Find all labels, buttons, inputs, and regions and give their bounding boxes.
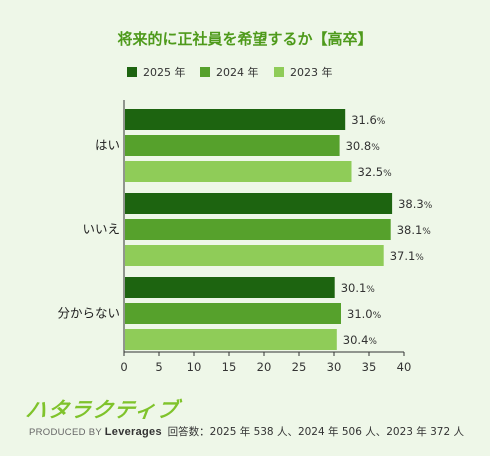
- legend-swatch: [274, 67, 284, 77]
- x-tick-label: 10: [187, 360, 202, 374]
- value-label: 30.1%: [341, 281, 376, 295]
- x-tick-label: 25: [292, 360, 307, 374]
- legend-swatch: [127, 67, 137, 77]
- value-label: 30.8%: [346, 139, 381, 153]
- legend-label: 2024 年: [216, 65, 259, 79]
- produced-by-text: PRODUCED BY: [29, 427, 102, 438]
- x-tick-label: 40: [397, 360, 412, 374]
- bar-group: [125, 109, 393, 350]
- legend: 2025 年 2024 年 2023 年: [127, 65, 333, 79]
- legend-label: 2023 年: [290, 65, 333, 79]
- legend-swatch: [200, 67, 210, 77]
- x-axis: 0 5 10 15 20 25 30 35 40: [120, 100, 411, 374]
- value-label: 38.1%: [397, 223, 432, 237]
- value-labels: 31.6% 30.8% 32.5% 38.3% 38.1% 37.1% 30.1% 31.0%…: [341, 113, 433, 347]
- value-label: 38.3%: [398, 197, 433, 211]
- category-label: 分からない: [57, 306, 120, 321]
- x-tick-label: 30: [327, 360, 342, 374]
- x-tick-label: 0: [120, 360, 127, 374]
- bar-chart: 将来的に正社員を希望するか【高卒】 2025 年 2024 年 2023 年 31.…: [57, 30, 433, 374]
- x-tick-label: 35: [362, 360, 377, 374]
- value-label: 31.0%: [347, 307, 382, 321]
- x-tick-label: 5: [155, 360, 162, 374]
- legend-label: 2025 年: [143, 65, 186, 79]
- x-tick-label: 15: [222, 360, 237, 374]
- chart-title: 将来的に正社員を希望するか【高卒】: [117, 30, 372, 48]
- bar: [125, 277, 335, 298]
- bar: [125, 135, 340, 156]
- bar: [125, 109, 346, 130]
- value-label: 30.4%: [343, 333, 378, 347]
- category-label: いいえ: [82, 222, 120, 237]
- logo-produced-by: PRODUCED BY Leverages: [29, 426, 162, 438]
- bar: [125, 303, 341, 324]
- x-tick-label: 20: [257, 360, 272, 374]
- leverages-text: Leverages: [104, 426, 162, 438]
- category-label: はい: [95, 138, 120, 153]
- value-label: 37.1%: [390, 249, 425, 263]
- bar: [125, 219, 391, 240]
- bar: [125, 161, 352, 182]
- bar: [125, 329, 337, 350]
- bar: [125, 193, 393, 214]
- respondent-count-note: 回答数：2025 年 538 人、2024 年 506 人、2023 年 372…: [167, 426, 464, 438]
- hataractive-logo: ハタラクティブ: [24, 398, 181, 422]
- value-label: 31.6%: [351, 113, 386, 127]
- bar: [125, 245, 384, 266]
- value-label: 32.5%: [358, 165, 393, 179]
